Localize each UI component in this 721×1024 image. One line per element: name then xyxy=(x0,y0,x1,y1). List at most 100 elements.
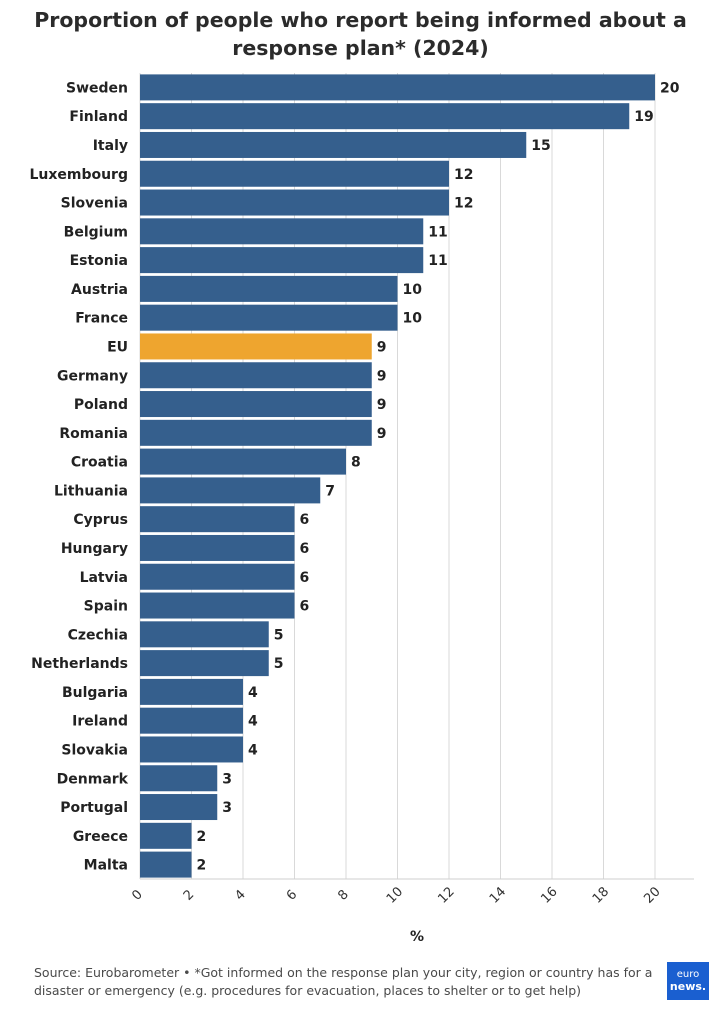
bar xyxy=(140,391,372,418)
bar xyxy=(140,419,372,446)
data-label: 20 xyxy=(660,80,680,96)
category-label: Belgium xyxy=(64,224,128,240)
bar xyxy=(140,477,321,504)
data-label: 9 xyxy=(377,339,387,355)
bar xyxy=(140,189,449,216)
x-tick-label: 10 xyxy=(384,884,406,906)
bar xyxy=(140,304,398,331)
data-label: 2 xyxy=(197,858,207,874)
bar xyxy=(140,822,192,849)
bar xyxy=(140,534,295,561)
source-note: Source: Eurobarometer • *Got informed on… xyxy=(34,965,653,998)
bar xyxy=(140,218,424,245)
bar xyxy=(140,650,269,677)
bar xyxy=(140,131,527,158)
x-tick-label: 16 xyxy=(538,884,560,906)
category-label: Czechia xyxy=(68,627,128,643)
x-axis-title: % xyxy=(410,929,424,945)
logo-line-1: euro xyxy=(676,969,700,980)
category-label: Ireland xyxy=(72,714,128,730)
logo-line-2: news. xyxy=(669,980,707,993)
category-label: Hungary xyxy=(61,541,128,557)
bar xyxy=(140,851,192,878)
category-label: EU xyxy=(107,339,128,355)
data-label: 8 xyxy=(351,455,361,471)
data-label: 15 xyxy=(531,138,550,154)
x-tick-label: 4 xyxy=(232,887,248,903)
bar xyxy=(140,707,243,734)
bar xyxy=(140,448,346,475)
chart-title-line-2: response plan* (2024) xyxy=(232,36,489,60)
category-label: Luxembourg xyxy=(29,167,128,183)
x-tick-label: 14 xyxy=(487,884,509,906)
data-label: 2 xyxy=(197,829,207,845)
data-label: 9 xyxy=(377,368,387,384)
category-label: Lithuania xyxy=(54,483,128,499)
data-label: 9 xyxy=(377,397,387,413)
category-label: Italy xyxy=(93,138,128,154)
bar xyxy=(140,333,372,360)
category-label: Sweden xyxy=(66,80,128,96)
bar xyxy=(140,563,295,590)
category-label: Poland xyxy=(74,397,128,413)
category-label: Denmark xyxy=(57,771,129,787)
data-label: 10 xyxy=(403,311,423,327)
category-label: Croatia xyxy=(71,455,128,471)
data-label: 4 xyxy=(248,714,258,730)
data-label: 3 xyxy=(222,800,232,816)
data-label: 5 xyxy=(274,656,284,672)
x-tick-label: 12 xyxy=(435,884,457,906)
data-label: 11 xyxy=(428,253,447,269)
category-label: Latvia xyxy=(80,570,128,586)
data-label: 12 xyxy=(454,167,473,183)
bar xyxy=(140,506,295,533)
bar xyxy=(140,794,218,821)
x-tick-label: 20 xyxy=(641,884,663,906)
bar xyxy=(140,362,372,389)
x-tick-label: 8 xyxy=(335,887,351,903)
bar xyxy=(140,765,218,792)
data-label: 4 xyxy=(248,742,258,758)
category-label: Austria xyxy=(71,282,128,298)
euronews-logo: euro news. xyxy=(667,962,709,1000)
category-label: Estonia xyxy=(70,253,128,269)
bar xyxy=(140,74,655,101)
category-label: Slovenia xyxy=(61,196,128,212)
category-label: Cyprus xyxy=(73,512,128,528)
data-label: 6 xyxy=(300,570,310,586)
data-label: 9 xyxy=(377,426,387,442)
category-label: Germany xyxy=(57,368,128,384)
bar xyxy=(140,160,449,187)
data-label: 5 xyxy=(274,627,284,643)
data-label: 6 xyxy=(300,541,310,557)
data-label: 4 xyxy=(248,685,258,701)
bar xyxy=(140,103,630,130)
bar xyxy=(140,592,295,619)
data-label: 6 xyxy=(300,512,310,528)
data-label: 7 xyxy=(325,483,335,499)
bar xyxy=(140,247,424,274)
chart-title-line-1: Proportion of people who report being in… xyxy=(34,8,687,32)
bar xyxy=(140,678,243,705)
bar xyxy=(140,275,398,302)
category-label: Netherlands xyxy=(31,656,128,672)
bar xyxy=(140,621,269,648)
bar xyxy=(140,736,243,763)
data-label: 6 xyxy=(300,599,310,615)
x-tick-label: 18 xyxy=(590,884,612,906)
category-label: Greece xyxy=(73,829,128,845)
category-label: Spain xyxy=(84,599,128,615)
category-label: Romania xyxy=(59,426,128,442)
category-label: Portugal xyxy=(60,800,128,816)
category-label: Finland xyxy=(69,109,128,125)
category-label: Malta xyxy=(84,858,128,874)
data-label: 19 xyxy=(634,109,653,125)
data-label: 12 xyxy=(454,196,473,212)
chart-title: Proportion of people who report being in… xyxy=(0,6,721,62)
x-tick-label: 2 xyxy=(181,887,197,903)
data-label: 3 xyxy=(222,771,232,787)
data-label: 11 xyxy=(428,224,447,240)
x-tick-label: 0 xyxy=(129,887,145,903)
category-label: Bulgaria xyxy=(62,685,128,701)
